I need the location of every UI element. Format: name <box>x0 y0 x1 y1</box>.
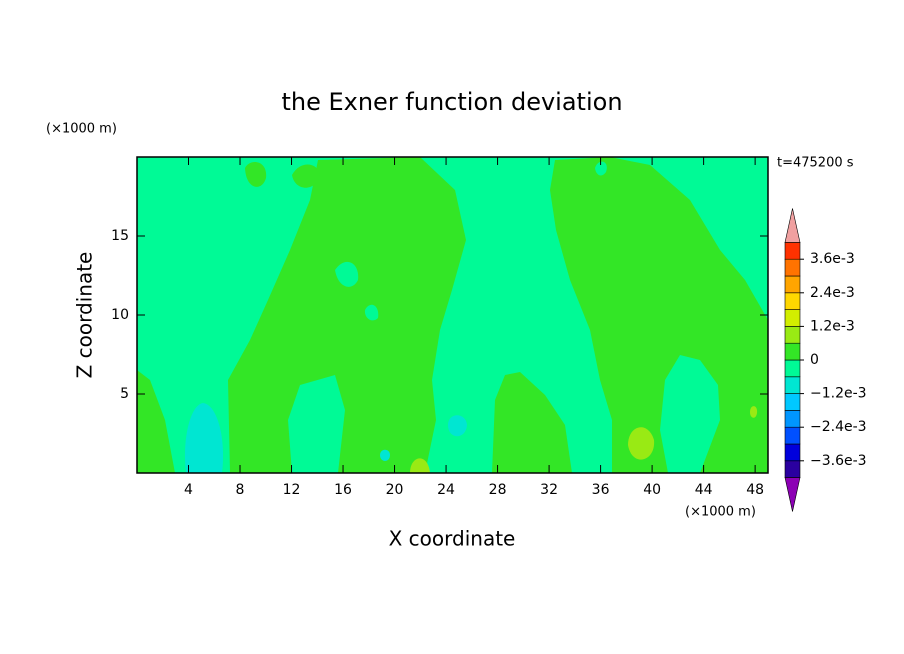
colorbar-extend-bottom <box>784 477 801 512</box>
colorbar-box <box>784 258 801 277</box>
colorbar-box <box>784 275 801 294</box>
colorbar-box <box>784 359 801 378</box>
contour-region <box>184 403 224 473</box>
contour-field <box>137 157 768 473</box>
contour-region <box>750 406 758 418</box>
contour-region <box>288 375 345 473</box>
colorbar-box <box>784 342 801 361</box>
x-tick-label: 24 <box>437 482 455 498</box>
colorbar-box <box>784 393 801 411</box>
colorbar-tick-label: −1.2e-3 <box>810 386 867 402</box>
chart-title: the Exner function deviation <box>281 88 622 116</box>
y-tick-label: 10 <box>111 307 129 323</box>
y-unit: (×1000 m) <box>46 122 117 137</box>
x-tick-label: 8 <box>236 482 245 498</box>
colorbar-tick-label: 0 <box>810 352 819 368</box>
colorbar-box <box>784 443 801 462</box>
colorbar-box <box>784 410 801 428</box>
colorbar-box <box>784 460 801 478</box>
contour-region <box>550 157 768 473</box>
x-tick-label: 12 <box>283 482 301 498</box>
colorbar-box <box>784 426 801 445</box>
colorbar-tick-label: −3.6e-3 <box>810 453 867 469</box>
x-tick-label: 48 <box>746 482 764 498</box>
contour-region <box>448 415 467 437</box>
x-axis-label: X coordinate <box>389 527 516 551</box>
x-tick-label: 36 <box>592 482 610 498</box>
x-tick-label: 20 <box>386 482 404 498</box>
x-tick-label: 28 <box>489 482 507 498</box>
contour-region <box>228 157 466 473</box>
contour-region <box>628 427 655 460</box>
x-tick-label: 40 <box>643 482 661 498</box>
x-tick-label: 44 <box>695 482 713 498</box>
contour-region <box>335 261 359 287</box>
x-tick-label: 16 <box>334 482 352 498</box>
colorbar-tick-label: 2.4e-3 <box>810 285 855 301</box>
colorbar-box <box>784 309 801 327</box>
y-tick-label: 15 <box>111 228 129 244</box>
contour-region <box>245 162 267 187</box>
x-unit: (×1000 m) <box>685 505 756 520</box>
x-tick-label: 32 <box>540 482 558 498</box>
colorbar-extend-top <box>784 208 801 243</box>
contour-region <box>292 164 320 188</box>
colorbar-tick-label: 3.6e-3 <box>810 251 855 267</box>
y-tick-label: 5 <box>120 386 129 402</box>
y-axis-label: Z coordinate <box>73 252 97 379</box>
colorbar-box <box>784 242 801 260</box>
contour-region <box>410 458 430 473</box>
colorbar-tick-label: −2.4e-3 <box>810 419 867 435</box>
colorbar-box <box>784 326 801 344</box>
x-tick-label: 4 <box>184 482 193 498</box>
contour-region <box>380 449 390 461</box>
time-label: t=475200 s <box>777 156 854 171</box>
contour-region <box>137 370 175 473</box>
colorbar-box <box>784 292 801 310</box>
contour-region <box>595 161 607 176</box>
contour-region <box>364 304 379 321</box>
colorbar-box <box>784 376 801 394</box>
colorbar-tick-label: 1.2e-3 <box>810 318 855 334</box>
contour-region <box>492 372 572 473</box>
